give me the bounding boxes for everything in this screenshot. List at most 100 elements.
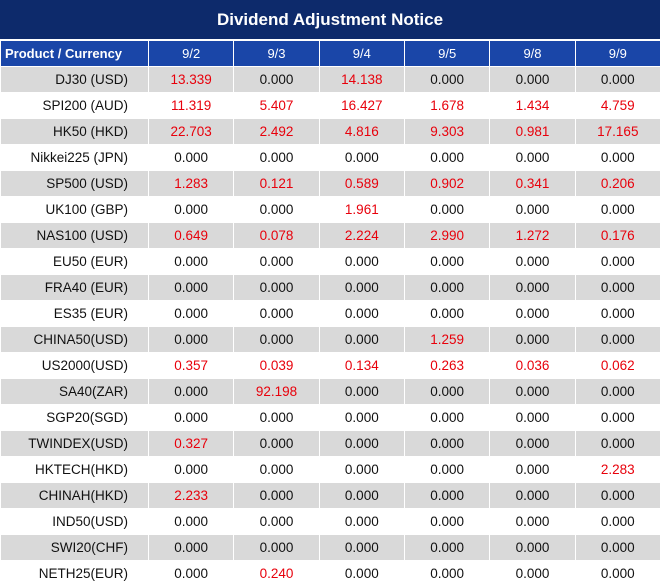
value-cell: 0.000 bbox=[318, 430, 405, 457]
value-cell: 0.000 bbox=[233, 430, 320, 457]
value-cell: 0.000 bbox=[403, 378, 491, 405]
product-cell: CHINAH(HKD) bbox=[0, 482, 149, 509]
value-cell: 0.649 bbox=[147, 222, 235, 249]
value-cell: 0.000 bbox=[147, 508, 235, 535]
value-cell: 0.000 bbox=[574, 508, 660, 535]
value-cell: 0.000 bbox=[147, 560, 235, 587]
value-cell: 2.283 bbox=[574, 456, 660, 483]
value-cell: 17.165 bbox=[574, 118, 660, 145]
column-header-date: 9/2 bbox=[147, 40, 235, 67]
value-cell: 0.000 bbox=[403, 404, 491, 431]
value-cell: 1.283 bbox=[147, 170, 235, 197]
product-cell: TWINDEX(USD) bbox=[0, 430, 149, 457]
value-cell: 0.176 bbox=[574, 222, 660, 249]
value-cell: 0.000 bbox=[403, 508, 491, 535]
value-cell: 0.000 bbox=[233, 66, 320, 93]
value-cell: 5.407 bbox=[233, 92, 320, 119]
value-cell: 0.000 bbox=[318, 248, 405, 275]
value-cell: 0.000 bbox=[403, 456, 491, 483]
value-cell: 0.039 bbox=[233, 352, 320, 379]
value-cell: 0.000 bbox=[318, 508, 405, 535]
value-cell: 0.000 bbox=[318, 144, 405, 171]
product-cell: HKTECH(HKD) bbox=[0, 456, 149, 483]
value-cell: 0.000 bbox=[318, 326, 405, 353]
value-cell: 0.000 bbox=[489, 534, 576, 561]
table-row: TWINDEX(USD) 0.327 0.000 0.000 0.000 0.000 0.0… bbox=[0, 430, 660, 457]
value-cell: 0.000 bbox=[574, 248, 660, 275]
product-cell: DJ30 (USD) bbox=[0, 66, 149, 93]
table-row: DJ30 (USD) 13.339 0.000 14.138 0.000 0.000 0.0… bbox=[0, 66, 660, 93]
value-cell: 0.000 bbox=[403, 534, 491, 561]
value-cell: 0.062 bbox=[574, 352, 660, 379]
value-cell: 0.000 bbox=[233, 456, 320, 483]
value-cell: 0.000 bbox=[574, 66, 660, 93]
value-cell: 0.000 bbox=[489, 144, 576, 171]
value-cell: 0.000 bbox=[489, 300, 576, 327]
value-cell: 0.134 bbox=[318, 352, 405, 379]
value-cell: 0.000 bbox=[147, 144, 235, 171]
value-cell: 0.000 bbox=[147, 248, 235, 275]
value-cell: 0.000 bbox=[574, 534, 660, 561]
value-cell: 0.206 bbox=[574, 170, 660, 197]
value-cell: 0.000 bbox=[233, 508, 320, 535]
notice-title: Dividend Adjustment Notice bbox=[0, 0, 660, 40]
table-row: US2000(USD) 0.357 0.039 0.134 0.263 0.036 0.06… bbox=[0, 352, 660, 379]
product-cell: Nikkei225 (JPN) bbox=[0, 144, 149, 171]
value-cell: 0.000 bbox=[147, 534, 235, 561]
table-row: FRA40 (EUR) 0.000 0.000 0.000 0.000 0.000 0.00… bbox=[0, 274, 660, 301]
product-cell: SA40(ZAR) bbox=[0, 378, 149, 405]
value-cell: 0.000 bbox=[403, 66, 491, 93]
value-cell: 0.000 bbox=[574, 560, 660, 587]
product-cell: NAS100 (USD) bbox=[0, 222, 149, 249]
value-cell: 0.000 bbox=[574, 196, 660, 223]
value-cell: 0.981 bbox=[489, 118, 576, 145]
value-cell: 0.000 bbox=[318, 378, 405, 405]
value-cell: 22.703 bbox=[147, 118, 235, 145]
column-header-date: 9/4 bbox=[318, 40, 405, 67]
value-cell: 0.341 bbox=[489, 170, 576, 197]
column-header-date: 9/9 bbox=[574, 40, 660, 67]
value-cell: 0.000 bbox=[403, 196, 491, 223]
value-cell: 0.000 bbox=[574, 482, 660, 509]
value-cell: 0.000 bbox=[233, 326, 320, 353]
value-cell: 0.327 bbox=[147, 430, 235, 457]
value-cell: 0.000 bbox=[489, 378, 576, 405]
value-cell: 14.138 bbox=[318, 66, 405, 93]
table-row: CHINAH(HKD) 2.233 0.000 0.000 0.000 0.000 0.00… bbox=[0, 482, 660, 509]
value-cell: 13.339 bbox=[147, 66, 235, 93]
product-cell: ES35 (EUR) bbox=[0, 300, 149, 327]
table-row: HKTECH(HKD) 0.000 0.000 0.000 0.000 0.000 2.28… bbox=[0, 456, 660, 483]
value-cell: 16.427 bbox=[318, 92, 405, 119]
value-cell: 0.000 bbox=[147, 274, 235, 301]
value-cell: 92.198 bbox=[233, 378, 320, 405]
column-header-date: 9/3 bbox=[233, 40, 320, 67]
value-cell: 0.000 bbox=[318, 534, 405, 561]
value-cell: 0.000 bbox=[318, 482, 405, 509]
value-cell: 0.000 bbox=[403, 430, 491, 457]
value-cell: 1.272 bbox=[489, 222, 576, 249]
value-cell: 0.000 bbox=[403, 300, 491, 327]
product-cell: NETH25(EUR) bbox=[0, 560, 149, 587]
header-row: Product / Currency 9/2 9/3 9/4 9/5 9/8 9… bbox=[0, 40, 660, 67]
value-cell: 0.000 bbox=[318, 300, 405, 327]
table-row: ES35 (EUR) 0.000 0.000 0.000 0.000 0.000 0.000 bbox=[0, 300, 660, 327]
value-cell: 0.000 bbox=[318, 456, 405, 483]
value-cell: 0.589 bbox=[318, 170, 405, 197]
value-cell: 1.678 bbox=[403, 92, 491, 119]
value-cell: 1.434 bbox=[489, 92, 576, 119]
product-cell: CHINA50(USD) bbox=[0, 326, 149, 353]
value-cell: 11.319 bbox=[147, 92, 235, 119]
value-cell: 0.263 bbox=[403, 352, 491, 379]
value-cell: 0.000 bbox=[489, 508, 576, 535]
value-cell: 0.000 bbox=[403, 274, 491, 301]
value-cell: 0.902 bbox=[403, 170, 491, 197]
column-header-date: 9/8 bbox=[489, 40, 576, 67]
value-cell: 0.000 bbox=[489, 560, 576, 587]
value-cell: 0.000 bbox=[489, 196, 576, 223]
value-cell: 0.000 bbox=[489, 326, 576, 353]
value-cell: 0.000 bbox=[233, 248, 320, 275]
value-cell: 0.000 bbox=[147, 326, 235, 353]
value-cell: 0.036 bbox=[489, 352, 576, 379]
product-cell: HK50 (HKD) bbox=[0, 118, 149, 145]
